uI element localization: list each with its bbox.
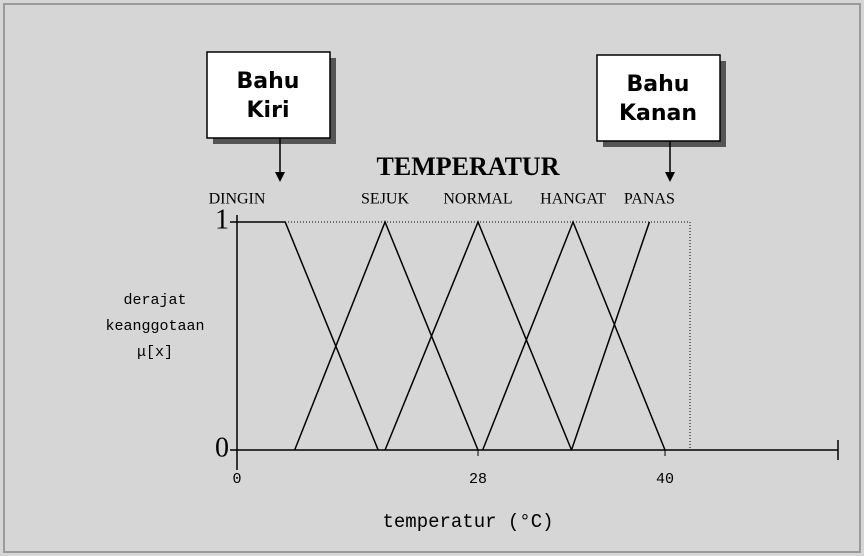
y-axis-label: μ[x] xyxy=(137,344,173,361)
callout-text: Bahu xyxy=(237,69,300,94)
y-tick-label: 1 xyxy=(215,204,229,235)
x-tick-label: 0 xyxy=(232,471,241,488)
chart-title: TEMPERATUR xyxy=(377,152,560,181)
x-axis-label: temperatur (°C) xyxy=(382,511,553,533)
series-label: NORMAL xyxy=(443,191,512,208)
page: Bahu Kiri Bahu Kanan TEMPERATUR derajat … xyxy=(0,0,864,556)
callout-box xyxy=(207,52,330,138)
x-tick-label: 28 xyxy=(469,471,487,488)
callout-text: Kanan xyxy=(619,101,697,126)
series-label: HANGAT xyxy=(540,191,606,208)
y-tick-label: 0 xyxy=(215,432,229,463)
y-axis-label: derajat xyxy=(123,292,186,309)
background xyxy=(0,0,864,556)
callout-box xyxy=(597,55,720,141)
callout-text: Bahu xyxy=(627,72,690,97)
chart: Bahu Kiri Bahu Kanan TEMPERATUR derajat … xyxy=(0,0,864,556)
series-label: SEJUK xyxy=(361,191,409,208)
callout-text: Kiri xyxy=(247,98,290,123)
x-tick-label: 40 xyxy=(656,471,674,488)
series-label: DINGIN xyxy=(209,191,266,208)
y-axis-label: keanggotaan xyxy=(105,318,204,335)
series-label: PANAS xyxy=(624,191,675,208)
